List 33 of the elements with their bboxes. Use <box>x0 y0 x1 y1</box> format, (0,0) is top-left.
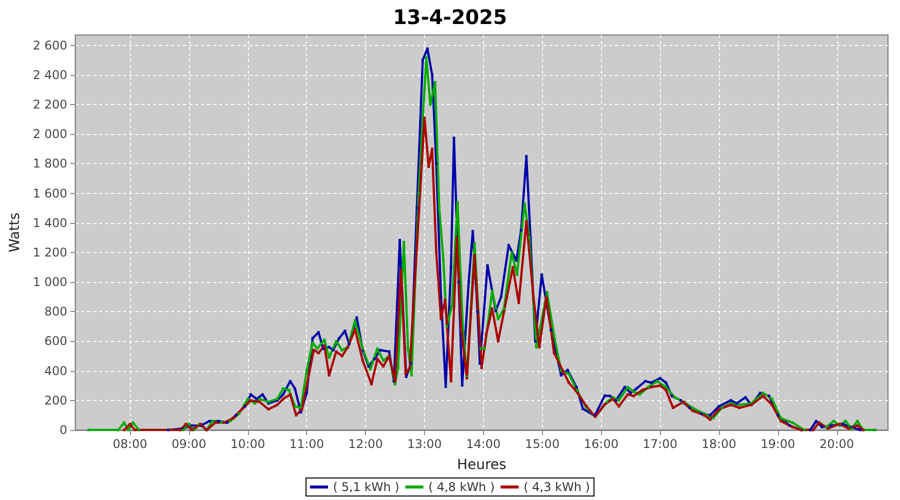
y-tick-label: 2 000 <box>32 127 68 142</box>
y-tick-label: 1 400 <box>32 216 68 230</box>
chart-title: 13-4-2025 <box>392 5 508 29</box>
y-tick-label: 1 200 <box>32 245 68 260</box>
y-tick-label: 2 600 <box>32 38 68 52</box>
y-tick-label: 600 <box>44 334 68 348</box>
x-tick-label: 08:00 <box>112 437 148 451</box>
y-tick-label: 400 <box>44 364 68 378</box>
y-tick-label: 200 <box>44 393 68 408</box>
x-tick-label: 19:00 <box>760 437 796 451</box>
y-tick-label: 1 000 <box>32 275 68 290</box>
x-tick-label: 17:00 <box>642 437 678 451</box>
x-tick-label: 14:00 <box>466 437 501 451</box>
y-tick-label: 800 <box>44 304 68 319</box>
legend-label: ( 4,8 kWh ) <box>428 480 495 494</box>
y-tick-label: 1 600 <box>32 186 68 200</box>
legend-label: ( 5,1 kWh ) <box>333 480 400 494</box>
x-tick-label: 15:00 <box>524 437 560 451</box>
x-tick-label: 10:00 <box>230 437 266 451</box>
y-tick-label: 2 400 <box>32 68 68 82</box>
x-axis-title: Heures <box>456 457 506 473</box>
y-tick-label: 2 200 <box>32 98 68 112</box>
x-tick-label: 13:00 <box>407 437 442 451</box>
y-tick-label: 1 800 <box>32 156 68 171</box>
x-tick-label: 16:00 <box>584 437 618 451</box>
x-tick-label: 20:00 <box>819 437 854 451</box>
legend-label: ( 4,3 kWh ) <box>524 480 590 494</box>
x-tick-label: 12:00 <box>348 437 383 451</box>
y-tick-label: 0 <box>60 423 68 437</box>
y-axis-title: Watts <box>7 212 23 252</box>
x-tick-label: 18:00 <box>702 437 736 451</box>
x-tick-label: 09:00 <box>172 437 206 451</box>
x-tick-label: 11:00 <box>289 437 324 451</box>
